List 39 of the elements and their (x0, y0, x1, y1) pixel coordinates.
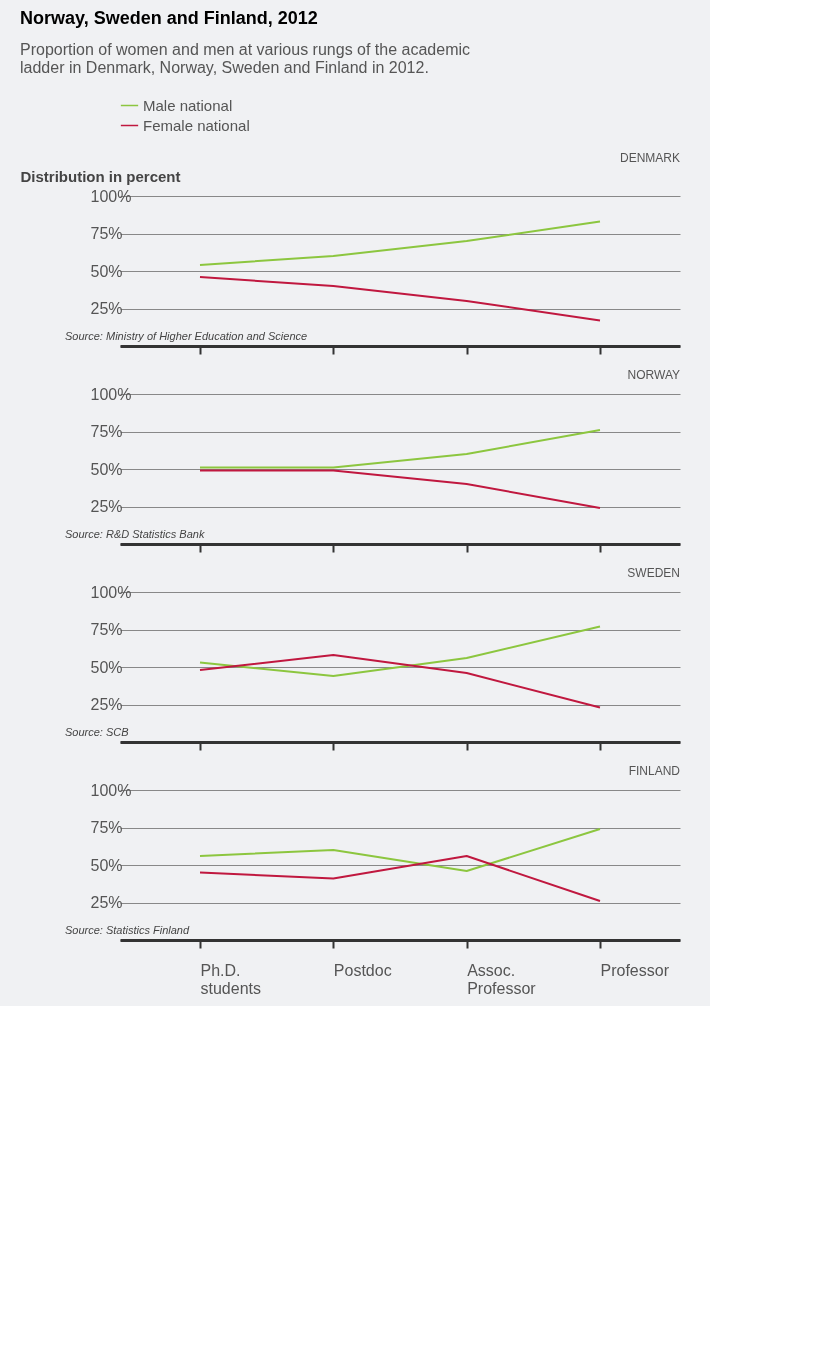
line-series (199, 828, 601, 872)
x-tick-label: Professor (600, 961, 670, 979)
y-tick-label: 75% (90, 423, 123, 440)
y-tick-label: 100% (90, 583, 132, 601)
y-tick-label: 50% (90, 262, 123, 280)
y-tick-label: 25% (90, 300, 123, 317)
y-tick-label: 25% (90, 696, 123, 713)
chart-title: SWEDEN (627, 566, 680, 580)
y-tick-label: 25% (90, 498, 123, 515)
line-series (199, 625, 601, 677)
line-series (199, 220, 601, 266)
chart-title: DENMARK (619, 151, 680, 165)
chart-title: FINLAND (628, 764, 681, 778)
y-axis-title: Distribution in percent (20, 167, 181, 185)
chart-subtitle: Proportion of women and men at various rungs of the academic ladder in Denmark, Norway, Sweden and Finland in 2012. (20, 41, 471, 76)
annotation: Source: R&D Statistics Bank (65, 528, 205, 540)
y-tick-label: 100% (90, 187, 132, 205)
y-tick-label: 100% (90, 385, 132, 403)
y-tick-label: 50% (90, 460, 123, 478)
line-series (199, 654, 601, 709)
annotation: Source: SCB (65, 726, 129, 738)
y-tick-label: 25% (90, 894, 123, 911)
x-tick-label: Ph.D. students (200, 961, 261, 997)
y-tick-label: 75% (90, 225, 123, 242)
y-tick-label: 75% (90, 621, 123, 638)
line-series (199, 276, 601, 322)
y-tick-label: 75% (90, 819, 123, 836)
annotation: Source: Ministry of Higher Education and Science (65, 330, 308, 342)
legend-label: Female national (143, 116, 250, 134)
y-tick-label: 50% (90, 856, 123, 874)
annotation: Source: Statistics Finland (65, 924, 190, 936)
x-tick-label: Postdoc (333, 961, 392, 979)
y-tick-label: 100% (90, 781, 132, 799)
line-series (199, 855, 601, 902)
text: Norway, Sweden and Finland, 2012 (20, 8, 318, 28)
x-tick-label: Assoc. Professor (467, 961, 537, 997)
y-tick-label: 50% (90, 658, 123, 676)
legend-label: Male national (143, 96, 233, 114)
chart-title: NORWAY (627, 368, 680, 382)
